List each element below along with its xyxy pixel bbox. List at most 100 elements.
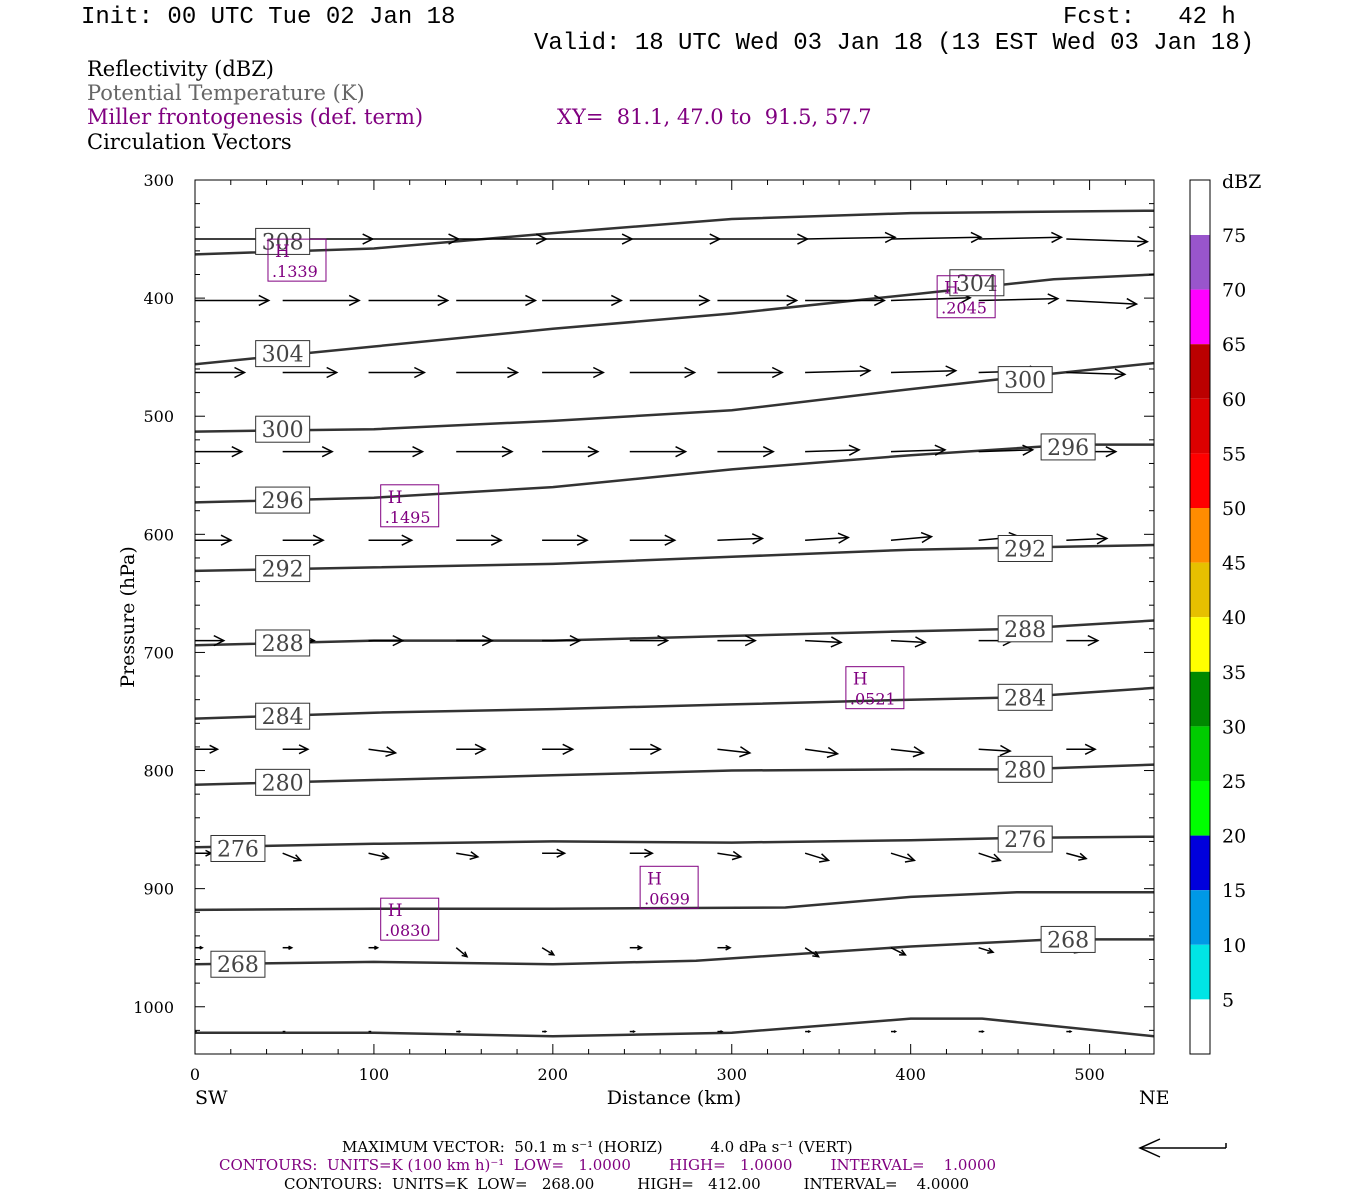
vector-shaft [978, 946, 994, 953]
vector-head [981, 1030, 985, 1034]
contour-label-292: 292 [1004, 537, 1046, 562]
y-tick-label: 500 [143, 407, 174, 426]
vector-shaft [890, 449, 946, 453]
fronto-value: .2045 [941, 299, 987, 318]
colorbar-segment [1190, 235, 1210, 290]
vector-head [348, 294, 361, 307]
vector-head [548, 949, 556, 956]
colorbar-segment [1190, 671, 1210, 727]
theta-contour-268 [195, 938, 1154, 966]
theta-contour-labels: 3083043043003002962962922922882882842842… [210, 227, 1096, 978]
fronto-high-symbol: H [275, 242, 290, 262]
vector-head [556, 848, 567, 858]
vector-head [1173, 636, 1183, 646]
vector-head [490, 534, 503, 546]
contour-label-280: 280 [262, 771, 304, 796]
theta-contour-304 [195, 273, 1154, 366]
vector-shaft [282, 852, 301, 862]
vector-head [321, 445, 334, 458]
vector-head [684, 366, 697, 379]
colorbar-segment [1190, 890, 1210, 945]
vector-head [385, 746, 398, 758]
vector-head [859, 365, 872, 377]
contour-label-288: 288 [1004, 618, 1046, 643]
colorbar-segment [1190, 726, 1210, 781]
vector-head [812, 950, 821, 958]
colorbar-label: 25 [1222, 771, 1246, 793]
contour-label-296: 296 [1047, 436, 1089, 461]
vector-head [1078, 852, 1088, 861]
x-end-label-left: SW [195, 1087, 228, 1109]
contour-label-box [255, 415, 311, 443]
y-axis-label: Pressure (hPa) [117, 546, 139, 688]
vector-head [298, 744, 310, 755]
contour-label-box [255, 768, 311, 796]
fronto-high-symbol: H [853, 670, 868, 690]
vector-head [920, 531, 934, 544]
colorbar-label: 20 [1222, 826, 1246, 848]
vector-head [592, 366, 605, 379]
vector-head [1216, 300, 1226, 310]
vector-head [873, 294, 886, 307]
vector-shaft [1066, 852, 1087, 860]
vector-head [288, 945, 294, 950]
vector-shaft [717, 537, 763, 541]
contour-label-276: 276 [1004, 828, 1046, 853]
contour-label-box [255, 227, 311, 255]
vector-head [914, 636, 927, 648]
vector-head [258, 294, 271, 307]
y-tick-label: 800 [143, 762, 174, 781]
vector-shaft [1066, 299, 1137, 305]
fronto-high-symbol: H [388, 488, 403, 508]
contour-label-308: 308 [262, 230, 304, 255]
contour-label-300: 300 [1004, 369, 1046, 394]
vector-shaft [456, 852, 478, 858]
contour-label-box [210, 834, 266, 862]
vector-head [474, 743, 487, 755]
colorbar-label: 45 [1222, 553, 1246, 575]
contour-label-296: 296 [262, 489, 304, 514]
fronto-box [845, 666, 905, 710]
contour-label-box [255, 486, 311, 514]
contour-label-268: 268 [217, 953, 259, 978]
theta-contour-308 [195, 209, 1154, 256]
vector-head [576, 534, 589, 546]
vector-head [904, 853, 916, 863]
contours-fronto-text: CONTOURS: UNITS=K (100 km h)⁻¹ LOW= 1.00… [219, 1156, 997, 1174]
cross-section-endpoints: XY= 81.1, 47.0 to 91.5, 57.7 [557, 105, 872, 129]
vector-head [970, 231, 983, 244]
vector-shaft [978, 449, 1033, 453]
theta-contour-296 [195, 443, 1154, 504]
vector-head [199, 945, 204, 950]
vector-head [293, 854, 303, 862]
vector-head [999, 744, 1012, 757]
vector-head [374, 945, 380, 950]
colorbar-label: 10 [1222, 935, 1246, 957]
x-tick-label: 0 [190, 1065, 200, 1084]
contour-label-box [255, 629, 311, 657]
vector-shaft [805, 369, 870, 374]
vector-head [562, 743, 575, 755]
colorbar-segment [1190, 453, 1210, 508]
vector-head [610, 294, 623, 307]
max-vector-text: MAXIMUM VECTOR: 50.1 m s⁻¹ (HORIZ) 4.0 d… [342, 1138, 853, 1156]
colorbar-segment [1190, 999, 1210, 1054]
vector-head [1136, 235, 1150, 248]
contours-theta-text: CONTOURS: UNITS=K LOW= 268.00 HIGH= 412.… [284, 1175, 970, 1193]
vector-shaft [805, 536, 849, 541]
vector-head [1125, 297, 1139, 310]
colorbar-label: 75 [1222, 225, 1246, 247]
vector-head [826, 746, 840, 759]
colorbar-segment [1190, 398, 1210, 454]
colorbar-label: 30 [1222, 716, 1246, 738]
fronto-value: .0699 [644, 889, 690, 908]
vector-head [848, 444, 861, 456]
colorbar-segment [1190, 344, 1210, 399]
vector-head [899, 949, 907, 956]
vector-head [1084, 743, 1097, 755]
theta-contour-264 [195, 1017, 1154, 1038]
contour-label-box [255, 340, 311, 368]
vector-head [771, 366, 784, 379]
vector-shaft [805, 748, 838, 755]
